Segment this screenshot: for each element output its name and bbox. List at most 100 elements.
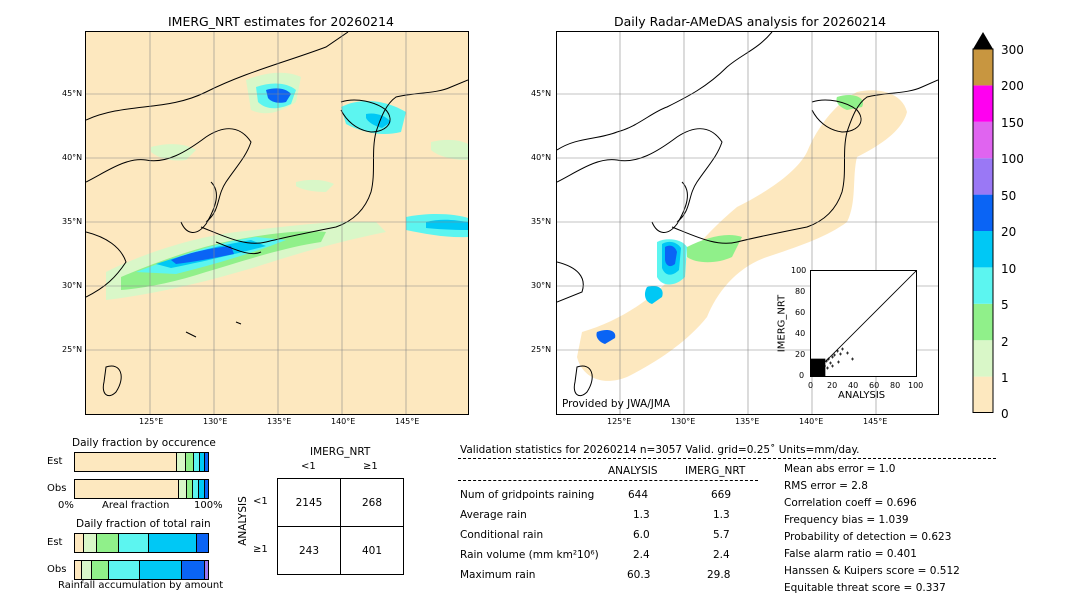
occurrence-obs-bar (74, 479, 209, 499)
colorbar-segment (973, 303, 993, 341)
cbar-label-50: 50 (1001, 189, 1017, 203)
scatter-xlabel: ANALYSIS (838, 390, 886, 401)
left-map-canvas (86, 32, 468, 414)
left-lat-35: 35°N (62, 217, 83, 226)
colorbar-segment (973, 340, 993, 377)
colorbar-segment (973, 158, 993, 195)
scatter-xtick-80: 80 (890, 381, 901, 390)
contingency-row-header: ANALYSIS (237, 496, 249, 546)
score-line: Equitable threat score = 0.337 (784, 582, 946, 594)
score-line: Mean abs error = 1.0 (784, 463, 896, 475)
validation-row-analysis: 1.3 (633, 509, 650, 521)
left-lat-25: 25°N (62, 345, 83, 354)
right-lon-130: 130°E (671, 417, 696, 426)
total-rain-est-label: Est (47, 537, 63, 548)
scatter-xtick-100: 100 (908, 381, 924, 390)
validation-row-analysis: 60.3 (627, 569, 651, 581)
validation-row-imerg: 29.8 (707, 569, 731, 581)
contingency-cell-01: 268 (340, 478, 404, 527)
validation-dashed-line (458, 458, 996, 459)
total-rain-est-seg-0 (75, 534, 84, 552)
score-line: False alarm ratio = 0.401 (784, 548, 917, 560)
total-rain-obs-seg-6 (204, 561, 208, 579)
right-lon-145: 145°E (863, 417, 888, 426)
cbar-label-2: 2 (1001, 335, 1009, 349)
total-rain-est-seg-3 (119, 534, 150, 552)
right-map-canvas (557, 32, 938, 414)
occurrence-est-label: Est (47, 456, 63, 467)
scatter-xtick-60: 60 (869, 381, 880, 390)
occurrence-obs-seg-1 (178, 480, 187, 498)
scatter-xtick-20: 20 (827, 381, 838, 390)
total-rain-est-seg-5 (197, 534, 208, 552)
right-lat-25: 25°N (531, 345, 552, 354)
validation-row-imerg: 2.4 (713, 549, 730, 561)
total-rain-title: Daily fraction of total rain (76, 518, 211, 530)
occurrence-est-seg-0 (75, 453, 177, 471)
left-lon-140: 140°E (331, 417, 356, 426)
scatter-xtick-40: 40 (848, 381, 859, 390)
colorbar-border (972, 48, 994, 413)
colorbar-segment (973, 267, 993, 304)
cbar-label-200: 200 (1001, 79, 1024, 93)
scatter-points (810, 347, 854, 377)
validation-header: Validation statistics for 20260214 n=305… (460, 444, 860, 456)
right-lat-40: 40°N (531, 153, 552, 162)
total-rain-obs-seg-3 (109, 561, 141, 579)
colorbar-segment (973, 121, 993, 159)
right-lat-35: 35°N (531, 217, 552, 226)
scatter-ytick-0: 0 (799, 371, 805, 380)
score-line: RMS error = 2.8 (784, 480, 868, 492)
occurrence-obs-seg-5 (205, 480, 208, 498)
total-rain-obs-seg-4 (140, 561, 182, 579)
occurrence-est-seg-2 (185, 453, 195, 471)
right-lat-45: 45°N (531, 89, 552, 98)
cbar-label-300: 300 (1001, 43, 1024, 57)
colorbar-segment (973, 194, 993, 231)
occurrence-est-seg-3 (194, 453, 201, 471)
total-rain-est-seg-4 (149, 534, 198, 552)
validation-row-analysis: 644 (628, 489, 649, 501)
occurrence-est-seg-1 (176, 453, 186, 471)
left-lat-40: 40°N (62, 153, 83, 162)
cbar-label-0: 0 (1001, 407, 1009, 421)
contingency-row-ge1: ≥1 (253, 544, 268, 555)
left-lon-125: 125°E (139, 417, 164, 426)
occurrence-axis-left: 0% (58, 500, 74, 511)
validation-col-imerg: IMERG_NRT (685, 465, 746, 477)
left-lon-130: 130°E (203, 417, 228, 426)
cbar-label-10: 10 (1001, 262, 1017, 276)
occurrence-obs-label: Obs (47, 483, 67, 494)
total-rain-obs-bar (74, 560, 209, 580)
contingency-col-lt1: <1 (301, 461, 316, 472)
scatter-ytick-60: 60 (795, 308, 806, 317)
occurrence-est-seg-4 (200, 453, 206, 471)
validation-col-analysis: ANALYSIS (608, 465, 658, 477)
validation-row-analysis: 2.4 (633, 549, 650, 561)
right-rain-overlay (577, 90, 907, 381)
validation-table-line (458, 480, 758, 481)
colorbar-segment (973, 49, 993, 86)
scatter-ytick-80: 80 (795, 287, 806, 296)
occurrence-axis-right: 100% (194, 500, 223, 511)
scatter-inset (810, 270, 917, 377)
left-rain-overlay (106, 72, 468, 300)
colorbar (972, 31, 994, 413)
cbar-label-100: 100 (1001, 152, 1024, 166)
score-line: Frequency bias = 1.039 (784, 514, 909, 526)
cbar-label-20: 20 (1001, 225, 1017, 239)
total-rain-est-bar (74, 533, 209, 553)
left-coastlines (86, 32, 468, 397)
validation-row-imerg: 5.7 (713, 529, 730, 541)
scatter-ylabel: IMERG_NRT (776, 294, 788, 353)
right-lon-125: 125°E (607, 417, 632, 426)
colorbar-canvas (972, 32, 994, 413)
occurrence-est-seg-5 (205, 453, 208, 471)
validation-row-imerg: 669 (711, 489, 732, 501)
validation-row-imerg: 1.3 (713, 509, 730, 521)
right-map-title: Daily Radar-AMeDAS analysis for 20260214 (614, 14, 887, 29)
right-lat-30: 30°N (531, 281, 552, 290)
occurrence-obs-seg-4 (199, 480, 206, 498)
contingency-cell-10: 243 (277, 526, 341, 575)
left-map-title: IMERG_NRT estimates for 20260214 (168, 14, 395, 29)
